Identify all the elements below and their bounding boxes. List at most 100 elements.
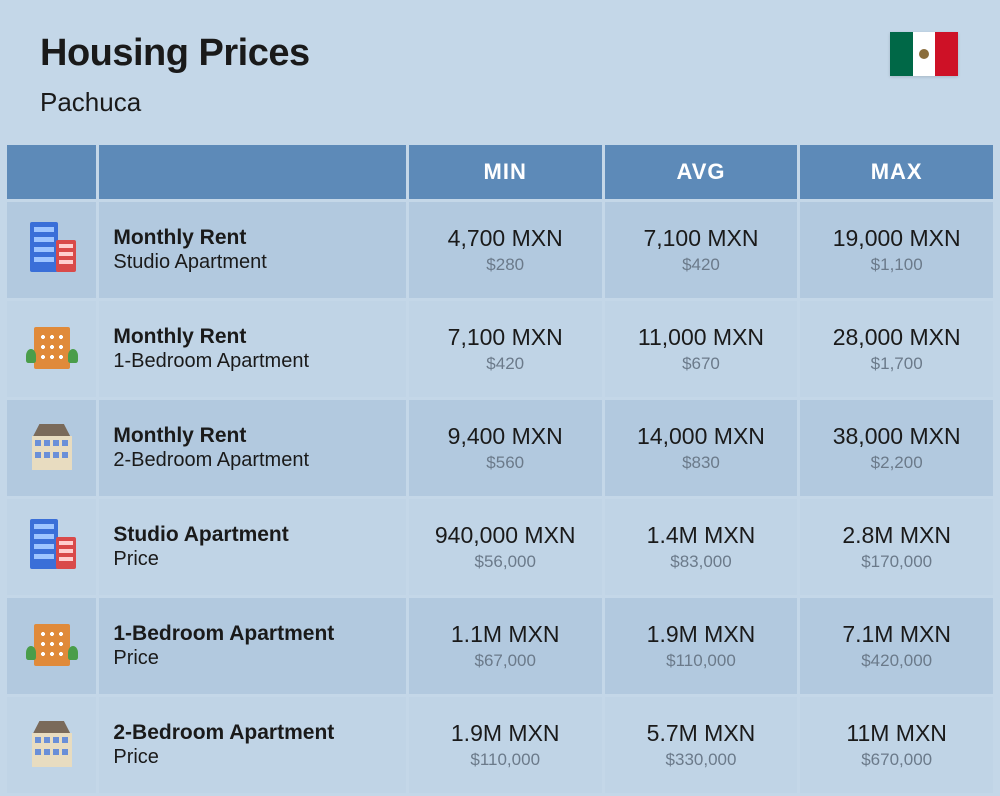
row-label-bold: Monthly Rent xyxy=(113,325,405,349)
col-header-avg: AVG xyxy=(605,145,798,199)
value-usd: $420 xyxy=(605,255,798,275)
table-header-row: MIN AVG MAX xyxy=(7,145,993,199)
one-bedroom-building-icon xyxy=(24,319,80,375)
row-label-bold: Studio Apartment xyxy=(113,523,405,547)
value-usd: $67,000 xyxy=(409,651,602,671)
row-avg-cell: 5.7M MXN $330,000 xyxy=(605,697,798,793)
value-usd: $83,000 xyxy=(605,552,798,572)
page-subtitle: Pachuca xyxy=(40,87,960,118)
page-title: Housing Prices xyxy=(40,32,960,75)
row-max-cell: 2.8M MXN $170,000 xyxy=(800,499,993,595)
value-usd: $830 xyxy=(605,453,798,473)
col-header-icon xyxy=(7,145,96,199)
col-header-label xyxy=(99,145,405,199)
value-mxn: 28,000 MXN xyxy=(800,324,993,351)
row-label-cell: 1-Bedroom ApartmentPrice xyxy=(99,598,405,694)
row-label-sub: 1-Bedroom Apartment xyxy=(113,350,405,373)
value-mxn: 7,100 MXN xyxy=(605,225,798,252)
value-mxn: 7.1M MXN xyxy=(800,621,993,648)
value-mxn: 9,400 MXN xyxy=(409,423,602,450)
value-mxn: 2.8M MXN xyxy=(800,522,993,549)
value-mxn: 1.9M MXN xyxy=(409,720,602,747)
row-label-cell: Studio ApartmentPrice xyxy=(99,499,405,595)
value-mxn: 5.7M MXN xyxy=(605,720,798,747)
table-row: 2-Bedroom ApartmentPrice1.9M MXN $110,000… xyxy=(7,697,993,793)
value-usd: $1,700 xyxy=(800,354,993,374)
col-header-max: MAX xyxy=(800,145,993,199)
value-mxn: 7,100 MXN xyxy=(409,324,602,351)
value-usd: $1,100 xyxy=(800,255,993,275)
value-mxn: 14,000 MXN xyxy=(605,423,798,450)
two-bedroom-house-icon xyxy=(24,715,80,771)
table-row: 1-Bedroom ApartmentPrice1.1M MXN $67,0001… xyxy=(7,598,993,694)
row-label-bold: Monthly Rent xyxy=(113,424,405,448)
value-mxn: 38,000 MXN xyxy=(800,423,993,450)
mexico-flag-icon xyxy=(890,32,958,76)
row-min-cell: 7,100 MXN $420 xyxy=(409,301,602,397)
row-avg-cell: 1.4M MXN $83,000 xyxy=(605,499,798,595)
value-usd: $330,000 xyxy=(605,750,798,770)
value-usd: $170,000 xyxy=(800,552,993,572)
row-icon-cell xyxy=(7,598,96,694)
value-mxn: 19,000 MXN xyxy=(800,225,993,252)
row-icon-cell xyxy=(7,499,96,595)
value-usd: $2,200 xyxy=(800,453,993,473)
page-header: Housing Prices Pachuca xyxy=(0,0,1000,142)
table-row: Monthly Rent2-Bedroom Apartment9,400 MXN… xyxy=(7,400,993,496)
row-max-cell: 19,000 MXN $1,100 xyxy=(800,202,993,298)
studio-building-icon xyxy=(24,220,80,276)
value-mxn: 11M MXN xyxy=(800,720,993,747)
row-max-cell: 7.1M MXN $420,000 xyxy=(800,598,993,694)
one-bedroom-building-icon xyxy=(24,616,80,672)
row-label-cell: Monthly Rent1-Bedroom Apartment xyxy=(99,301,405,397)
row-label-cell: Monthly RentStudio Apartment xyxy=(99,202,405,298)
row-avg-cell: 7,100 MXN $420 xyxy=(605,202,798,298)
value-usd: $110,000 xyxy=(605,651,798,671)
housing-prices-table: MIN AVG MAX Monthly RentStudio Apartment… xyxy=(0,142,1000,796)
row-min-cell: 1.9M MXN $110,000 xyxy=(409,697,602,793)
row-label-sub: Price xyxy=(113,548,405,571)
row-label-bold: 1-Bedroom Apartment xyxy=(113,622,405,646)
row-label-cell: 2-Bedroom ApartmentPrice xyxy=(99,697,405,793)
value-usd: $670,000 xyxy=(800,750,993,770)
value-mxn: 1.1M MXN xyxy=(409,621,602,648)
row-icon-cell xyxy=(7,697,96,793)
value-usd: $280 xyxy=(409,255,602,275)
row-min-cell: 4,700 MXN $280 xyxy=(409,202,602,298)
row-icon-cell xyxy=(7,301,96,397)
row-label-cell: Monthly Rent2-Bedroom Apartment xyxy=(99,400,405,496)
value-usd: $110,000 xyxy=(409,750,602,770)
value-mxn: 1.9M MXN xyxy=(605,621,798,648)
row-icon-cell xyxy=(7,400,96,496)
row-label-bold: Monthly Rent xyxy=(113,226,405,250)
value-mxn: 1.4M MXN xyxy=(605,522,798,549)
row-label-sub: Price xyxy=(113,647,405,670)
value-mxn: 940,000 MXN xyxy=(409,522,602,549)
row-label-sub: Studio Apartment xyxy=(113,251,405,274)
row-min-cell: 1.1M MXN $67,000 xyxy=(409,598,602,694)
row-avg-cell: 14,000 MXN $830 xyxy=(605,400,798,496)
row-min-cell: 940,000 MXN $56,000 xyxy=(409,499,602,595)
value-usd: $420,000 xyxy=(800,651,993,671)
table-row: Studio ApartmentPrice940,000 MXN $56,0001… xyxy=(7,499,993,595)
value-usd: $670 xyxy=(605,354,798,374)
studio-building-icon xyxy=(24,517,80,573)
value-mxn: 4,700 MXN xyxy=(409,225,602,252)
value-mxn: 11,000 MXN xyxy=(605,324,798,351)
row-label-bold: 2-Bedroom Apartment xyxy=(113,721,405,745)
row-max-cell: 11M MXN $670,000 xyxy=(800,697,993,793)
row-min-cell: 9,400 MXN $560 xyxy=(409,400,602,496)
col-header-min: MIN xyxy=(409,145,602,199)
row-icon-cell xyxy=(7,202,96,298)
value-usd: $560 xyxy=(409,453,602,473)
row-label-sub: 2-Bedroom Apartment xyxy=(113,449,405,472)
table-row: Monthly Rent1-Bedroom Apartment7,100 MXN… xyxy=(7,301,993,397)
value-usd: $56,000 xyxy=(409,552,602,572)
two-bedroom-house-icon xyxy=(24,418,80,474)
row-label-sub: Price xyxy=(113,746,405,769)
row-avg-cell: 1.9M MXN $110,000 xyxy=(605,598,798,694)
row-avg-cell: 11,000 MXN $670 xyxy=(605,301,798,397)
row-max-cell: 28,000 MXN $1,700 xyxy=(800,301,993,397)
value-usd: $420 xyxy=(409,354,602,374)
row-max-cell: 38,000 MXN $2,200 xyxy=(800,400,993,496)
